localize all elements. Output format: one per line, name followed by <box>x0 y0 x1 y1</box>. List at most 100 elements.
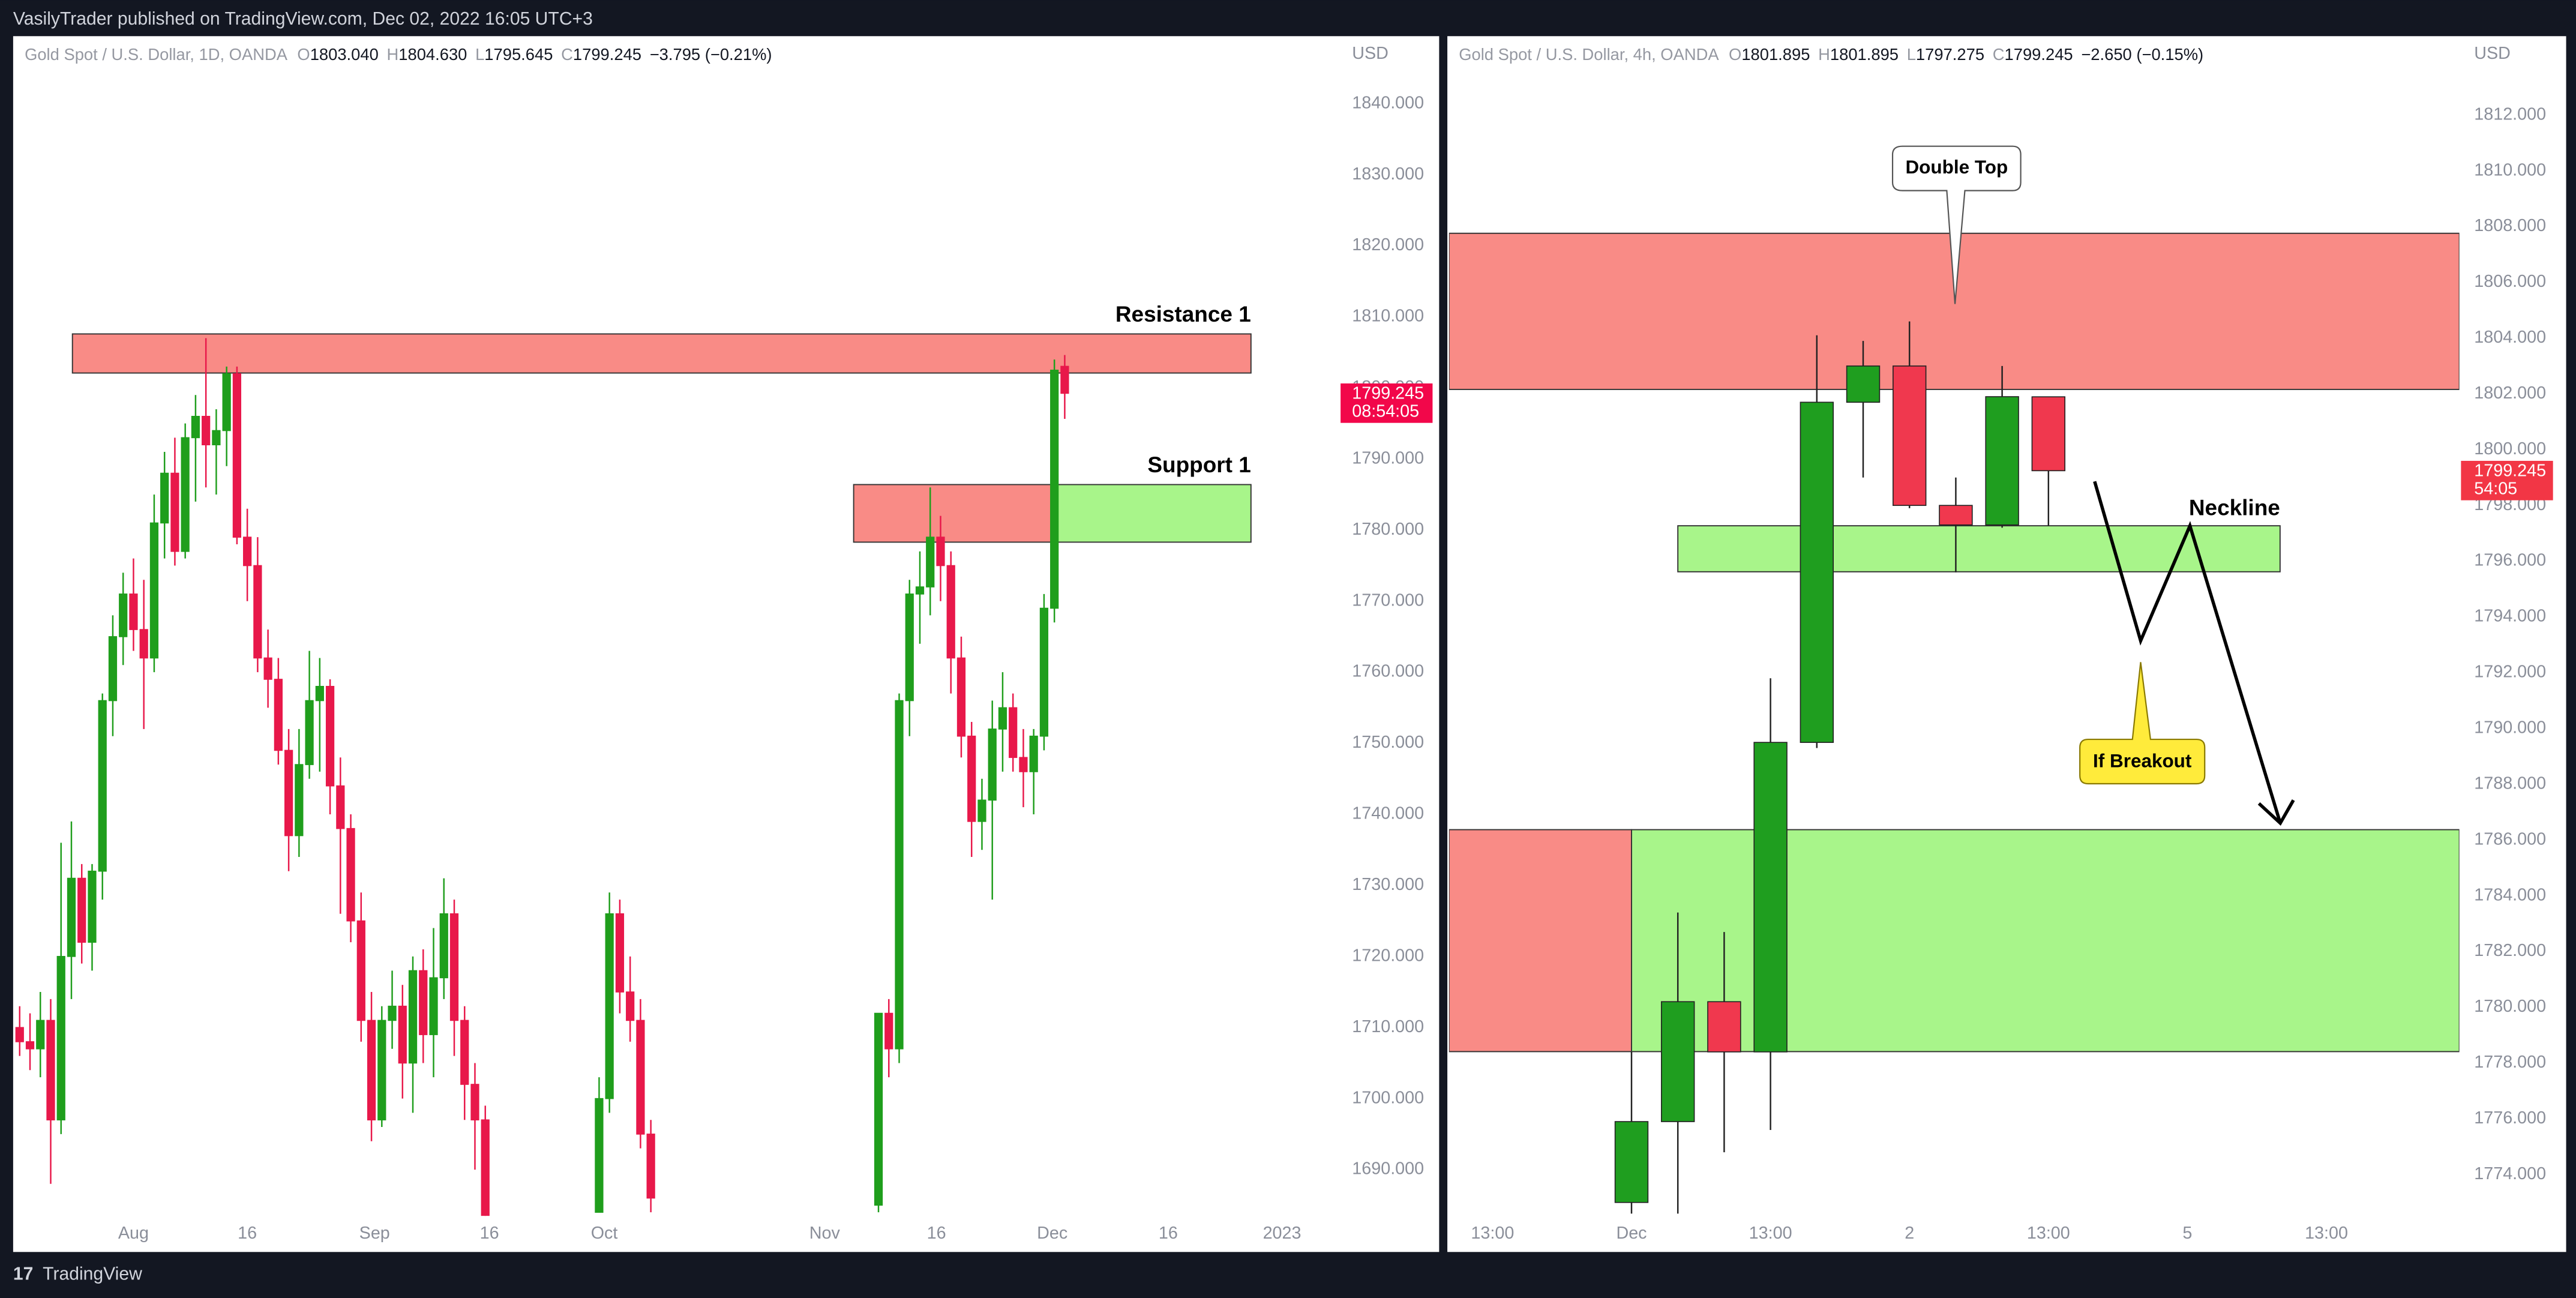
y-tick-label: 1750.000 <box>1352 733 1424 752</box>
y-tick-label: 1830.000 <box>1352 164 1424 184</box>
y-tick-label: 1796.000 <box>2474 551 2546 570</box>
currency-label: USD <box>1352 44 1389 63</box>
brand-name: TradingView <box>43 1264 142 1284</box>
legend-key: H <box>1818 45 1830 64</box>
candle-body <box>1893 365 1927 506</box>
candle-body <box>408 970 418 1064</box>
candle-body <box>1800 401 1834 743</box>
y-tick-label: 1784.000 <box>2474 885 2546 904</box>
candle-body <box>636 1020 645 1135</box>
candle-body <box>615 913 625 993</box>
candle-body <box>181 437 190 552</box>
x-tick-label: 13:00 <box>1749 1224 1792 1243</box>
candle-body <box>149 522 159 659</box>
candle-body <box>977 799 986 822</box>
x-tick-label: Nov <box>809 1224 841 1243</box>
x-tick-label: Aug <box>118 1224 149 1243</box>
y-tick-label: 1710.000 <box>1352 1017 1424 1036</box>
x-tick-label: 16 <box>1159 1224 1178 1243</box>
footer: 17 TradingView <box>13 1264 142 1284</box>
legend-value: 1799.245 <box>2005 45 2073 64</box>
candle-body <box>212 430 221 446</box>
x-tick-label: 13:00 <box>1471 1224 1514 1243</box>
legend-key: L <box>1907 45 1916 64</box>
legend-change: −3.795 (−0.21%) <box>650 45 772 64</box>
candle-body <box>646 1134 655 1199</box>
legend-value: 1803.040 <box>310 45 379 64</box>
candle-body <box>460 1020 469 1085</box>
price-tag-countdown: 08:54:05 <box>1352 401 1419 421</box>
legend-value: 1797.275 <box>1916 45 1984 64</box>
candle-body <box>232 373 242 538</box>
price-tag-countdown: 54:05 <box>2474 479 2517 498</box>
candle-body <box>884 1012 893 1050</box>
y-tick-label: 1740.000 <box>1352 804 1424 823</box>
candle-body <box>202 416 211 446</box>
candle-body <box>1707 1001 1741 1053</box>
candle-body <box>388 1005 397 1021</box>
candle-body <box>284 750 293 837</box>
candle-body <box>905 593 914 702</box>
x-tick-label: 5 <box>2182 1224 2192 1243</box>
candle-body <box>243 536 252 566</box>
candle-body <box>274 679 283 751</box>
candle-body <box>967 735 976 822</box>
x-tick-label: 16 <box>927 1224 946 1243</box>
candle-body <box>36 1020 45 1050</box>
zone-label: Resistance 1 <box>1115 302 1251 326</box>
candle-body <box>449 913 459 1021</box>
x-tick-label: 16 <box>238 1224 257 1243</box>
zone-label: Neckline <box>2189 496 2280 520</box>
candle-body <box>998 707 1007 730</box>
candle-body <box>1614 1121 1649 1203</box>
y-tick-label: 1774.000 <box>2474 1164 2546 1183</box>
y-tick-label: 1808.000 <box>2474 216 2546 235</box>
candle-body <box>1019 757 1028 772</box>
y-tick-label: 1690.000 <box>1352 1159 1424 1179</box>
candle-body <box>1846 365 1881 403</box>
candle-body <box>367 1020 376 1121</box>
candle-body <box>470 1084 479 1121</box>
y-tick-label: 1786.000 <box>2474 829 2546 849</box>
legend-symbol: Gold Spot / U.S. Dollar, 4h, OANDA <box>1459 45 1719 64</box>
legend-symbol: Gold Spot / U.S. Dollar, 1D, OANDA <box>25 45 288 64</box>
candle-body <box>129 593 138 630</box>
y-tick-label: 1730.000 <box>1352 875 1424 894</box>
candle-body <box>895 700 904 1050</box>
y-tick-label: 1794.000 <box>2474 607 2546 626</box>
double-top-label: Double Top <box>1905 157 2008 178</box>
legend-key: C <box>561 45 573 64</box>
candle-body <box>315 686 324 702</box>
legend-key: H <box>387 45 399 64</box>
candle-body <box>336 785 345 829</box>
y-tick-label: 1780.000 <box>2474 997 2546 1016</box>
candle-body <box>398 1005 407 1064</box>
candle-body <box>915 586 925 595</box>
y-tick-label: 1760.000 <box>1352 662 1424 681</box>
zone <box>1449 829 1632 1053</box>
candle-body <box>988 729 997 801</box>
x-tick-label: 2 <box>1905 1224 1914 1243</box>
projection-path <box>2093 481 2282 824</box>
candle-body <box>1029 735 1038 772</box>
breakout-label: If Breakout <box>2093 751 2192 772</box>
candle-body <box>1060 365 1069 394</box>
legend-value: 1799.245 <box>573 45 641 64</box>
x-tick-label: Dec <box>1037 1224 1067 1243</box>
candle-body <box>605 913 614 1099</box>
candle-body <box>1939 505 1973 526</box>
x-tick-label: Oct <box>591 1224 618 1243</box>
candle-body <box>222 373 231 431</box>
candle-body <box>946 565 955 659</box>
candle-body <box>1660 1001 1695 1122</box>
price-tag <box>2461 460 2553 500</box>
y-tick-label: 1800.000 <box>2474 439 2546 458</box>
zone <box>71 333 1252 374</box>
candle-body <box>253 565 262 659</box>
publish-header: VasilyTrader published on TradingView.co… <box>13 9 593 29</box>
candle-body <box>356 920 365 1021</box>
candle-body <box>119 593 128 637</box>
legend: Gold Spot / U.S. Dollar, 4h, OANDA O1801.… <box>1459 45 2203 64</box>
x-tick-label: 13:00 <box>2027 1224 2070 1243</box>
legend-value: 1795.645 <box>484 45 553 64</box>
